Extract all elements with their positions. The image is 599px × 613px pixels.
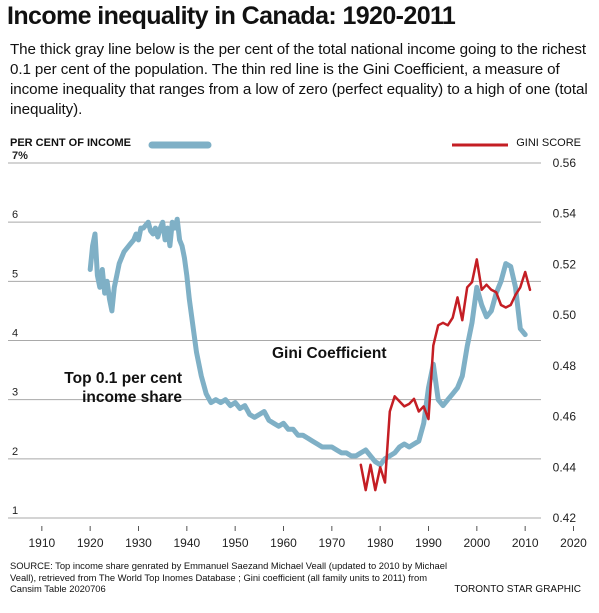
left-tick-label: 6 bbox=[12, 209, 18, 221]
x-tick-label: 1940 bbox=[173, 536, 200, 550]
right-axis-ticks: 0.42 0.44 0.46 0.48 0.50 0.52 0.54 0.56 bbox=[553, 156, 577, 525]
series-line-gini bbox=[359, 258, 532, 492]
credit-note: TORONTO STAR GRAPHIC bbox=[454, 584, 581, 595]
series-label-top-share: income share bbox=[82, 389, 182, 406]
right-tick-label: 0.48 bbox=[553, 359, 577, 373]
right-tick-label: 0.54 bbox=[553, 207, 577, 221]
right-tick-label: 0.56 bbox=[553, 156, 577, 170]
series-lines bbox=[87, 216, 532, 492]
left-tick-label: 1 bbox=[12, 505, 18, 517]
x-tick-label: 2000 bbox=[463, 536, 490, 550]
x-tick-label: 2010 bbox=[512, 536, 539, 550]
series-line-top-share bbox=[87, 216, 528, 468]
right-tick-label: 0.50 bbox=[553, 308, 577, 322]
right-tick-label: 0.52 bbox=[553, 257, 577, 271]
left-axis-ticks: 1 2 3 4 5 6 7% bbox=[12, 150, 28, 517]
right-tick-label: 0.44 bbox=[553, 460, 577, 474]
legend-left-label: PER CENT OF INCOME bbox=[10, 137, 132, 149]
left-tick-label: 3 bbox=[12, 387, 18, 399]
left-tick-label: 4 bbox=[12, 328, 18, 340]
right-tick-label: 0.46 bbox=[553, 410, 577, 424]
grid-lines bbox=[8, 162, 541, 519]
x-tick-label: 1980 bbox=[367, 536, 394, 550]
x-tick-label: 1950 bbox=[222, 536, 249, 550]
x-axis-ticks: 1910 1920 1930 1940 1950 1960 1970 1980 1990 2000… bbox=[28, 526, 587, 550]
x-tick-label: 1990 bbox=[415, 536, 442, 550]
chart-subtitle: The thick gray line below is the per cen… bbox=[10, 41, 588, 118]
x-tick-label: 2020 bbox=[560, 536, 587, 550]
chart-title: Income inequality in Canada: 1920-2011 bbox=[7, 2, 456, 30]
legend-right-label: GINI SCORE bbox=[516, 137, 581, 149]
source-note: SOURCE: Top income share genrated by Emm… bbox=[10, 560, 448, 594]
left-tick-label: 2 bbox=[12, 446, 18, 458]
series-label-gini: Gini Coefficient bbox=[272, 345, 387, 362]
left-tick-label: 5 bbox=[12, 268, 18, 280]
left-tick-label: 7% bbox=[12, 150, 28, 162]
x-tick-label: 1920 bbox=[77, 536, 104, 550]
series-labels: Top 0.1 per cent income share Gini Coeffic… bbox=[64, 345, 386, 406]
x-tick-label: 1910 bbox=[28, 536, 55, 550]
x-tick-label: 1960 bbox=[270, 536, 297, 550]
x-tick-label: 1970 bbox=[318, 536, 345, 550]
series-label-top-share: Top 0.1 per cent bbox=[64, 370, 182, 387]
right-tick-label: 0.42 bbox=[553, 511, 577, 525]
x-tick-label: 1930 bbox=[125, 536, 152, 550]
